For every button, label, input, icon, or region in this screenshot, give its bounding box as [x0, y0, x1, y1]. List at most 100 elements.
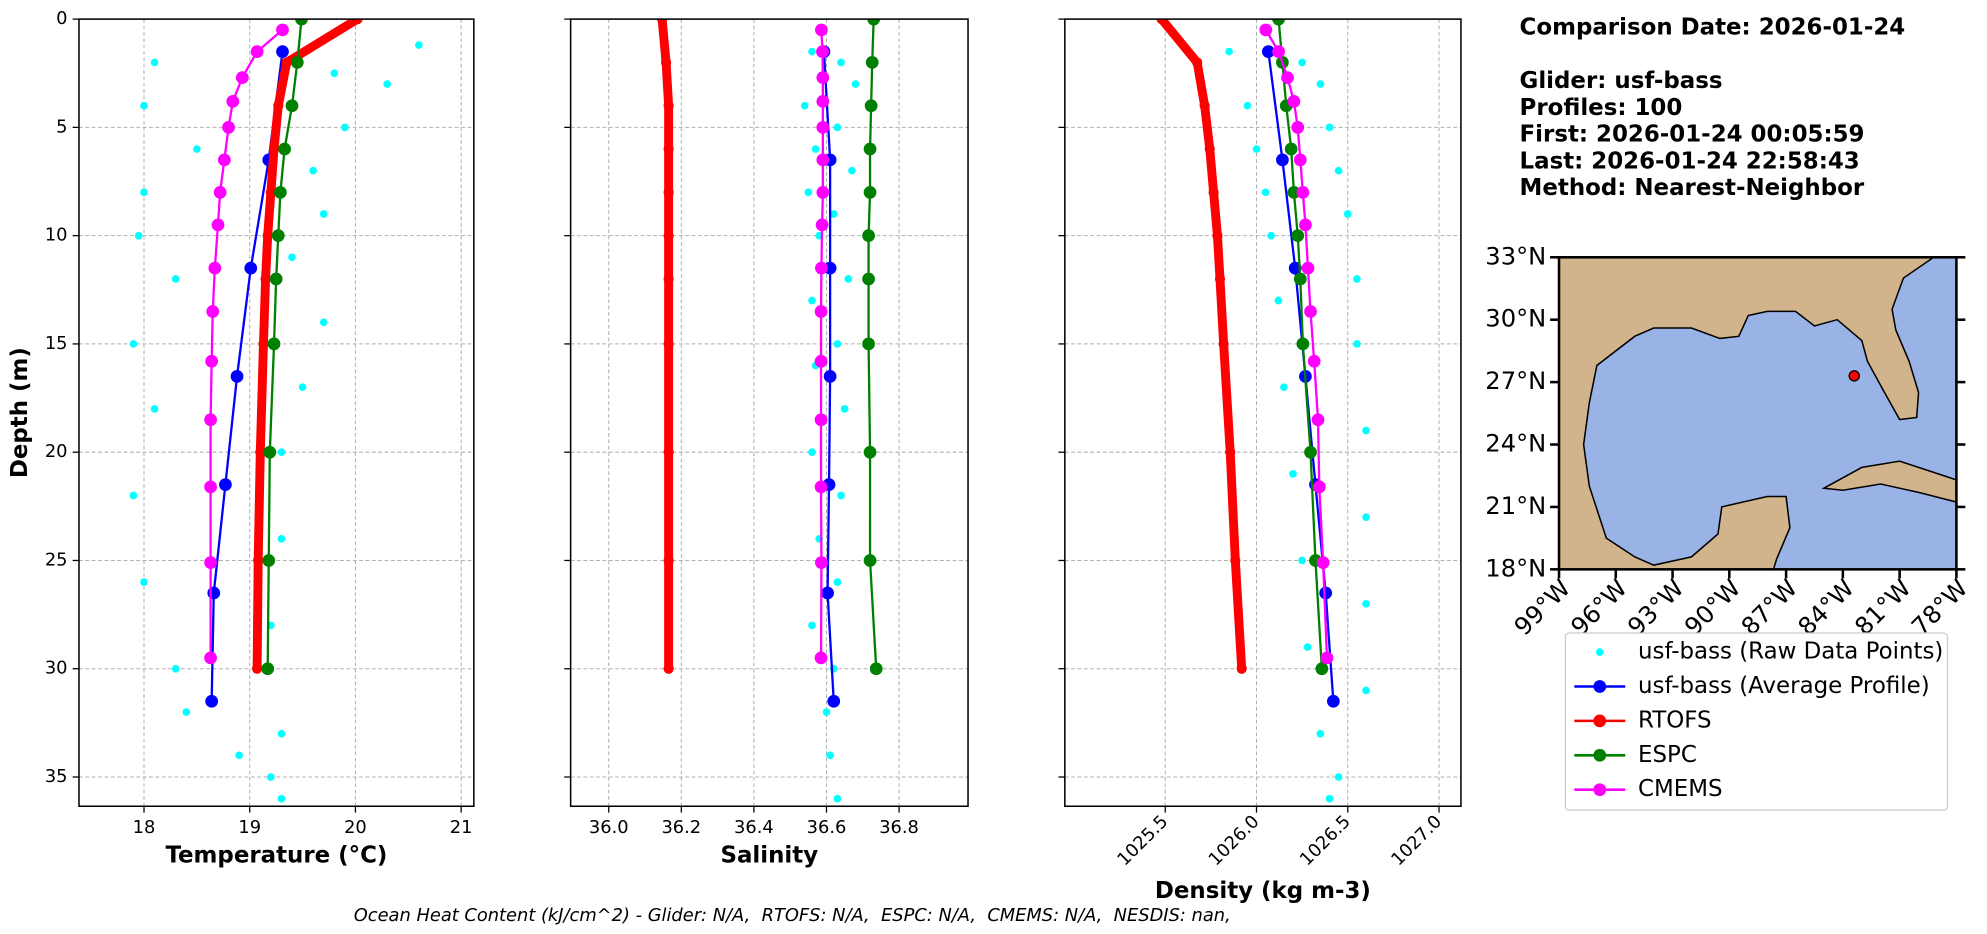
x-tick-label: 36.8 [879, 817, 919, 838]
profile-marker [1272, 19, 1285, 26]
raw-point [1343, 210, 1352, 218]
axes-frame [78, 18, 475, 808]
profile-marker [869, 662, 883, 676]
profile-marker [863, 445, 877, 459]
profile-marker [1208, 187, 1219, 198]
raw-point [140, 101, 148, 110]
legend-marker [1593, 714, 1607, 728]
profile-marker [663, 555, 674, 566]
profile-marker [273, 100, 284, 111]
series-group [1156, 19, 1370, 803]
y-tick-label: 24°N [1485, 430, 1546, 458]
profile-marker [1276, 153, 1289, 167]
footer-note: Ocean Heat Content (kJ/cm^2) - Glider: N… [354, 905, 1231, 926]
profile-marker [1214, 273, 1226, 285]
profile-marker [244, 261, 258, 275]
profile-marker [265, 187, 276, 198]
raw-point [1325, 794, 1334, 803]
info-block: Comparison Date: 2026-01-24 Glider: usf-… [1520, 15, 1906, 201]
profile-marker [663, 663, 674, 674]
raw-point [1303, 643, 1312, 651]
profile-marker [262, 230, 273, 241]
raw-point [1353, 275, 1361, 283]
profile-marker [1204, 143, 1215, 155]
profile-marker [814, 305, 828, 318]
x-tick-label: 84°W [1793, 574, 1860, 641]
raw-point [235, 751, 243, 760]
profile-marker [250, 45, 264, 58]
profile-marker [814, 480, 828, 494]
profile-marker [205, 694, 219, 708]
info-line: Profiles: 100 [1520, 95, 1683, 121]
y-tick-label: 21°N [1485, 492, 1546, 520]
profile-marker [1259, 23, 1273, 37]
panel: 1025.5 1026.0 1026.5 1027.0 Density (kg m-3) [1058, 18, 1462, 904]
profile-marker [235, 71, 249, 84]
raw-point [1353, 340, 1361, 348]
profile-marker [226, 95, 240, 108]
raw-point [826, 751, 834, 760]
x-tick-label: 1027.0 [1387, 811, 1446, 870]
profile-marker [1316, 556, 1330, 570]
raw-point [1298, 556, 1306, 565]
raw-point [848, 166, 856, 175]
raw-point [833, 340, 842, 348]
x-tick-label: 36.4 [734, 817, 774, 838]
profile-marker [269, 272, 283, 286]
raw-point [1261, 188, 1270, 197]
raw-point [1362, 686, 1370, 695]
x-tick-label: 36.6 [807, 817, 847, 838]
x-axis-label: Density (kg m-3) [1155, 878, 1371, 904]
profile-marker [1296, 337, 1310, 351]
profile-marker [816, 185, 830, 199]
profile-marker [285, 99, 299, 113]
profile-marker [267, 337, 281, 351]
x-tick-label: 87°W [1736, 574, 1803, 641]
raw-point [811, 145, 820, 153]
raw-point [171, 664, 180, 673]
y-tick-label: 30 [45, 658, 68, 679]
legend-label: CMEMS [1638, 776, 1723, 802]
raw-point [840, 405, 849, 413]
raw-point [341, 123, 349, 132]
raw-point [1316, 80, 1325, 88]
profile-marker [1291, 229, 1305, 243]
info-line: Glider: usf-bass [1520, 68, 1723, 94]
x-tick-label: 36.2 [661, 817, 701, 838]
profile-marker [663, 187, 674, 198]
raw-point [319, 318, 328, 327]
info-line: Last: 2026-01-24 22:58:43 [1520, 148, 1860, 174]
series-group [129, 19, 423, 803]
profile-marker [816, 95, 830, 108]
info-line: First: 2026-01-24 00:05:59 [1520, 122, 1865, 148]
x-tick-label: 1025.5 [1113, 811, 1172, 870]
glider-position [1848, 370, 1860, 382]
profile-marker [276, 45, 289, 58]
x-tick-label: 90°W [1679, 574, 1746, 641]
profile-marker [1218, 338, 1229, 350]
raw-point [1267, 231, 1275, 240]
profile-marker [862, 229, 875, 243]
profile-marker [867, 19, 881, 26]
raw-point [1243, 101, 1252, 110]
raw-point [808, 296, 816, 305]
profile-marker [255, 447, 266, 458]
x-tick-label: 96°W [1566, 574, 1633, 641]
raw-point [808, 621, 816, 630]
land [1559, 257, 1957, 570]
raw-point [1225, 47, 1233, 56]
profile-marker [865, 56, 879, 69]
y-tick-label: 0 [56, 8, 67, 29]
raw-point [1280, 383, 1288, 392]
raw-point [134, 231, 143, 240]
raw-point [1334, 166, 1343, 175]
profile-marker [815, 23, 828, 37]
y-tick-label: 10 [45, 225, 68, 246]
profile-marker [1199, 100, 1210, 111]
profile-marker [816, 45, 829, 58]
profile-marker [656, 19, 668, 25]
profile-marker [252, 663, 263, 674]
profile-marker [816, 121, 830, 134]
